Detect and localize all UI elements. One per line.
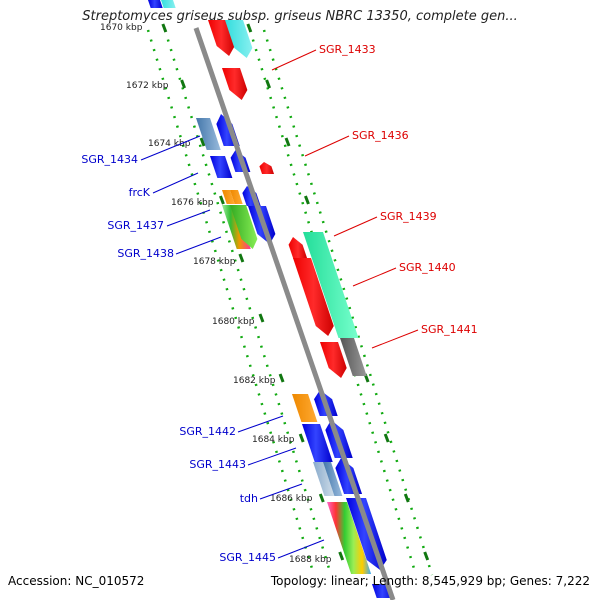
gene-label-sgr-1442[interactable]: SGR_1442 [179, 425, 236, 438]
gene-label-sgr-1445[interactable]: SGR_1445 [219, 551, 276, 564]
kbp-label: 1678 kbp [193, 257, 236, 267]
gene-sgr-1433 [222, 68, 248, 100]
gene-block [148, 0, 163, 8]
gene-sgr-1443-a [302, 424, 333, 462]
tick-left [219, 195, 225, 205]
gene-sgr-1445-stripe [327, 502, 372, 574]
kbp-label: 1686 kbp [270, 494, 313, 504]
tick-left [338, 551, 345, 561]
gene-sgr-1436 [259, 162, 275, 174]
tick-left [161, 23, 168, 33]
left-gene-label-texts: SGR_1434 frcK SGR_1437 SGR_1438 SGR_1442… [81, 153, 276, 564]
map-title: Streptomyces griseus subsp. griseus NBRC… [82, 9, 518, 24]
kbp-label: 1672 kbp [126, 81, 169, 91]
kbp-label: 1680 kbp [212, 317, 255, 327]
tick-left [278, 373, 285, 383]
accession-text: Accession: NC_010572 [8, 574, 145, 588]
gene-block-steel [196, 118, 221, 150]
gene-tdh-pale [313, 462, 335, 496]
gene-tdh-steel [323, 462, 343, 496]
gene-sgr-1434-b [210, 156, 233, 178]
gene-block [161, 0, 176, 8]
leader-line [237, 415, 284, 433]
gene-label-frck[interactable]: frcK [129, 186, 151, 199]
left-gene-labels [140, 135, 325, 559]
kbp-label: 1684 kbp [252, 435, 295, 445]
gene-label-sgr-1443[interactable]: SGR_1443 [189, 458, 246, 471]
gene-label-sgr-1436[interactable]: SGR_1436 [352, 129, 409, 142]
tick-left [199, 137, 206, 147]
tick-left [238, 253, 245, 263]
gene-blocks [148, 0, 395, 598]
gene-sgr-1438 [230, 205, 258, 249]
leader-line [259, 483, 303, 500]
gene-block-orange [230, 190, 243, 204]
gene-label-sgr-1440[interactable]: SGR_1440 [399, 261, 456, 274]
tick-right [284, 137, 291, 147]
tick-left [318, 493, 325, 503]
genome-backbone [193, 27, 396, 600]
tick-left [298, 433, 305, 443]
leader-line [140, 135, 201, 161]
kbp-label: 1670 kbp [100, 23, 143, 33]
tick-left [180, 79, 186, 89]
leader-line [152, 172, 199, 194]
gene-label-tdh[interactable]: tdh [240, 492, 258, 505]
leader-line [277, 539, 325, 559]
tick-right [383, 433, 390, 443]
leader-line [371, 329, 419, 349]
tick-right [423, 551, 430, 561]
gene-sgr-1439-a [288, 237, 308, 259]
gene-sgr-1441-red [320, 342, 347, 378]
gene-block-cyan [225, 20, 253, 58]
gene-label-sgr-1433[interactable]: SGR_1433 [319, 43, 376, 56]
gene-label-sgr-1441[interactable]: SGR_1441 [421, 323, 478, 336]
gene-sgr-1440 [293, 258, 334, 336]
leader-line [304, 135, 350, 157]
genome-info-text: Topology: linear; Length: 8,545,929 bp; … [270, 574, 590, 588]
tick-right [265, 79, 271, 89]
gene-sgr-1441 [340, 338, 367, 376]
kbp-label: 1676 kbp [171, 198, 214, 208]
gene-sgr-1439 [303, 232, 359, 338]
gene-label-sgr-1434[interactable]: SGR_1434 [81, 153, 138, 166]
kbp-label: 1682 kbp [233, 376, 276, 386]
gene-label-sgr-1437[interactable]: SGR_1437 [107, 219, 164, 232]
tick-left [258, 313, 265, 323]
leader-line [166, 209, 211, 227]
leader-line [333, 216, 378, 237]
gene-sgr-1442-orange [292, 394, 318, 422]
leader-line [271, 49, 317, 71]
gene-label-sgr-1438[interactable]: SGR_1438 [117, 247, 174, 260]
gene-sgr-1437 [222, 190, 235, 204]
kbp-label: 1688 kbp [289, 555, 332, 565]
leader-line [247, 447, 297, 466]
tick-right [246, 23, 253, 33]
leader-line [352, 267, 397, 287]
right-gene-labels [271, 49, 419, 349]
right-gene-label-texts: SGR_1433 SGR_1436 SGR_1439 SGR_1440 SGR_… [319, 43, 478, 336]
kbp-scale: 1670 kbp 1672 kbp 1674 kbp 1676 kbp 1678… [100, 23, 332, 565]
kbp-label: 1674 kbp [148, 139, 191, 149]
gene-label-sgr-1439[interactable]: SGR_1439 [380, 210, 437, 223]
tick-right [304, 195, 310, 205]
tick-right [403, 493, 410, 503]
leader-line [175, 236, 222, 255]
